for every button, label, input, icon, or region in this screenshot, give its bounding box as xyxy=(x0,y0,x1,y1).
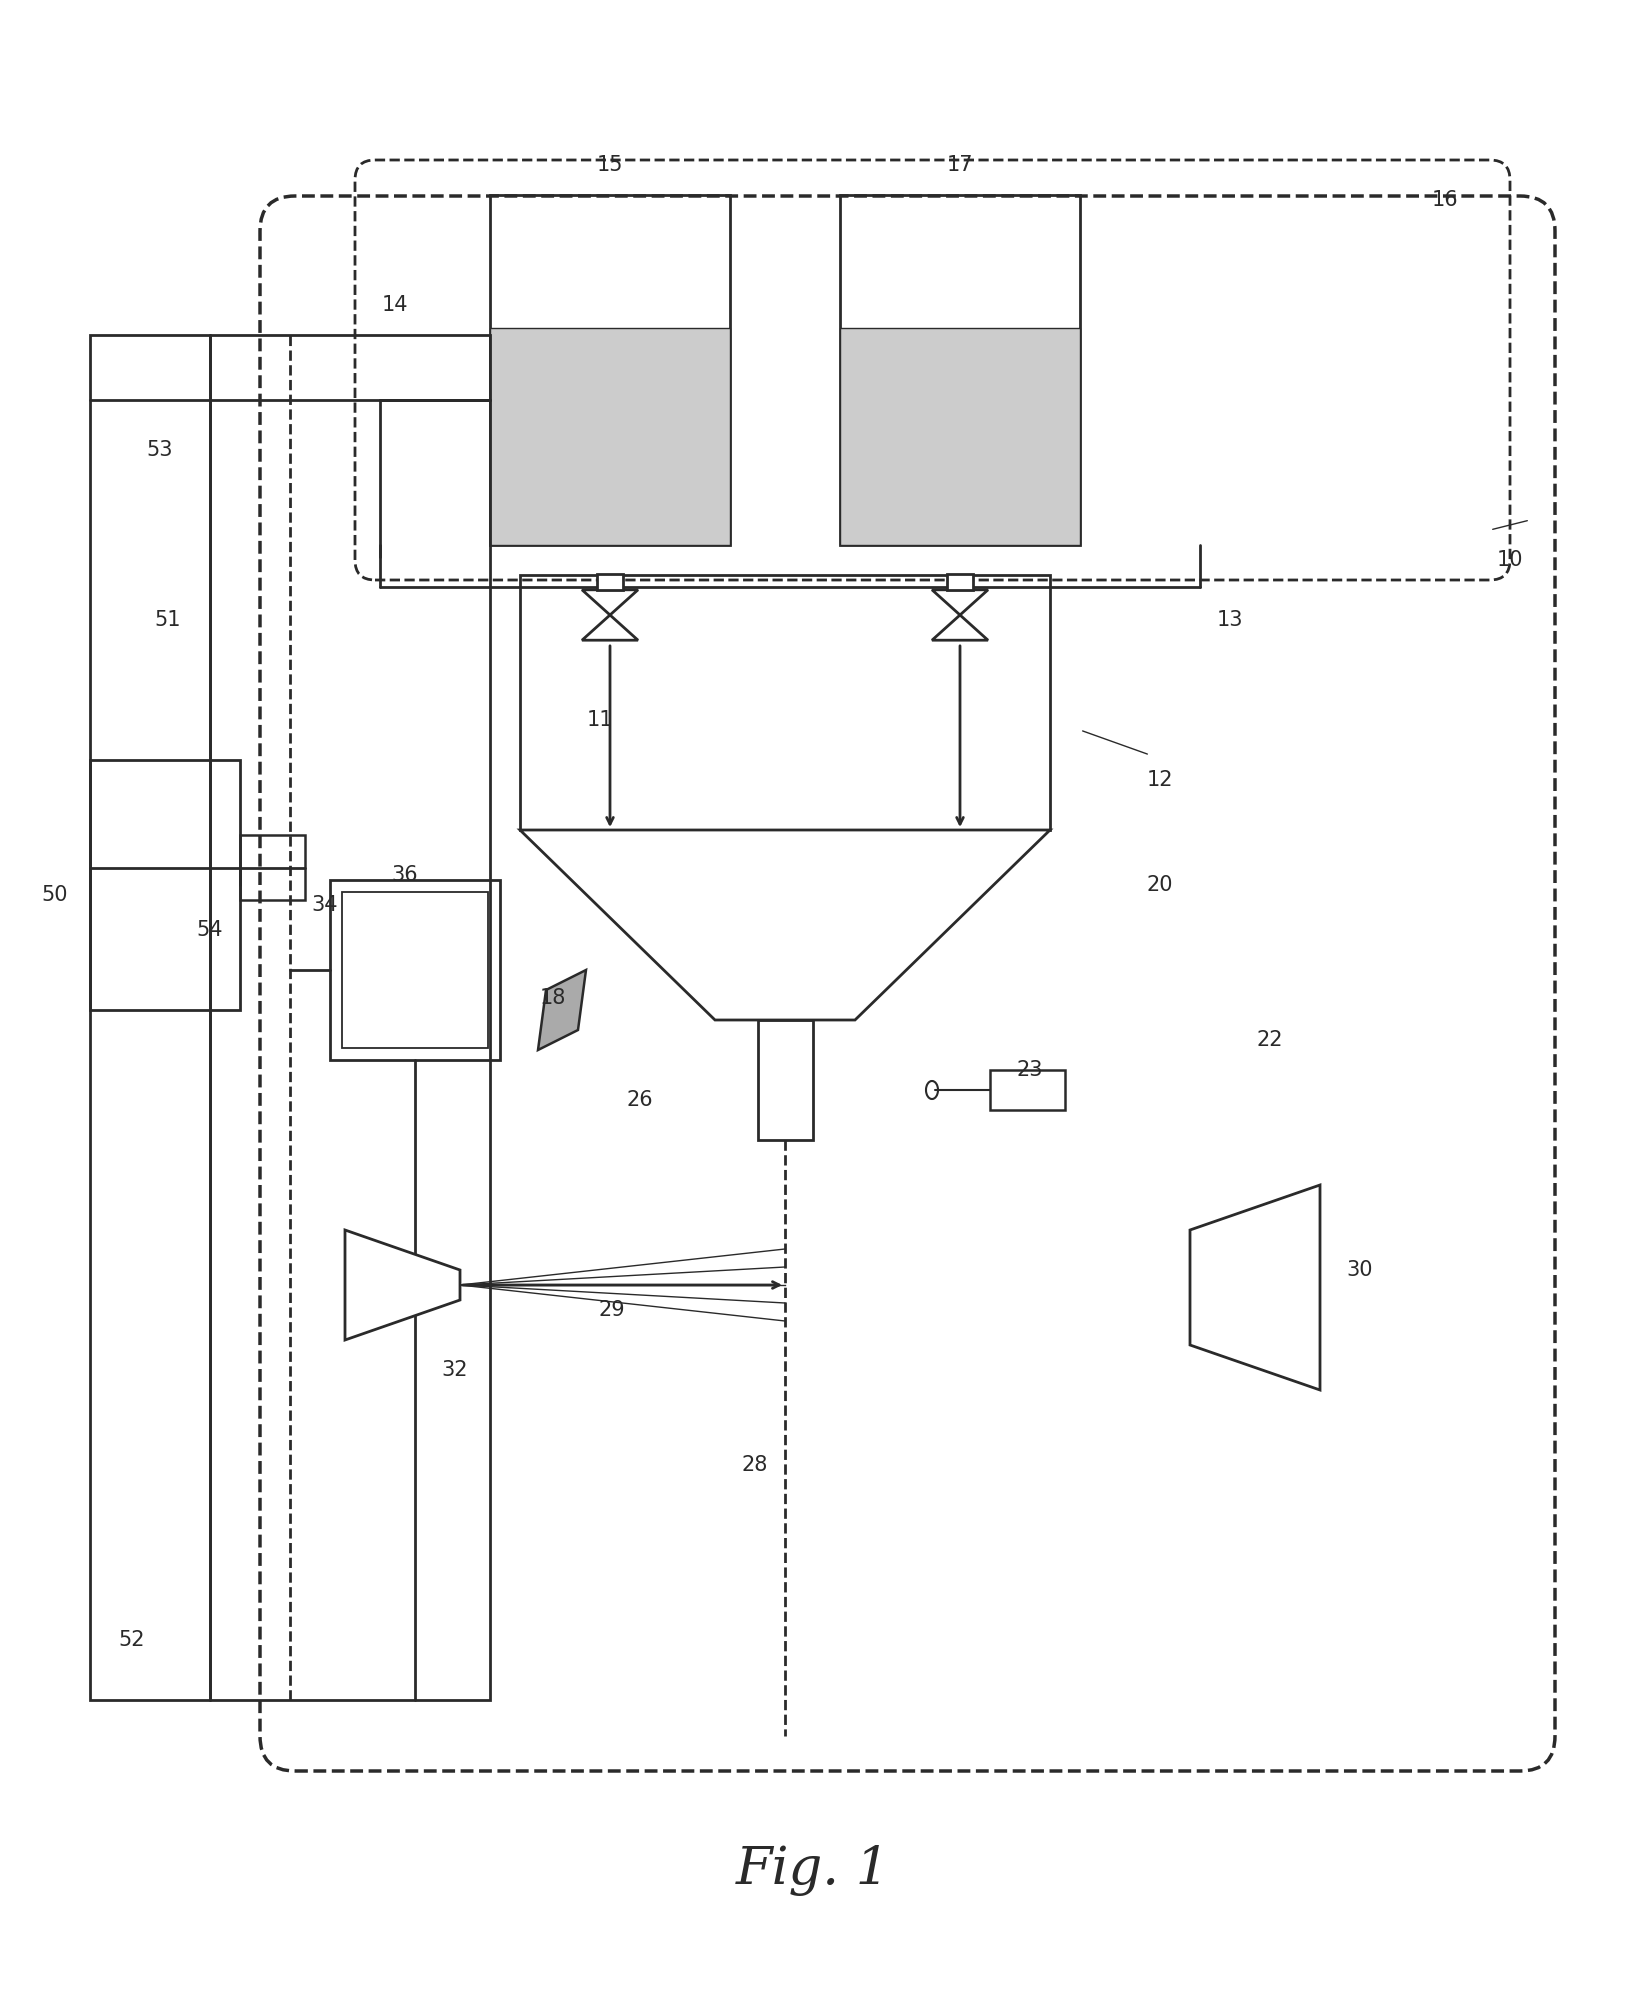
Text: 22: 22 xyxy=(1256,1029,1284,1049)
Text: 29: 29 xyxy=(599,1300,625,1320)
Text: 23: 23 xyxy=(1017,1059,1043,1079)
Text: 12: 12 xyxy=(1147,771,1173,790)
Text: 20: 20 xyxy=(1147,874,1173,896)
Text: 26: 26 xyxy=(626,1089,654,1111)
Text: 54: 54 xyxy=(197,920,223,940)
Text: 15: 15 xyxy=(597,155,623,175)
Polygon shape xyxy=(932,589,988,615)
Text: 32: 32 xyxy=(443,1360,469,1380)
Text: Fig. 1: Fig. 1 xyxy=(735,1846,890,1897)
Text: 18: 18 xyxy=(540,988,566,1007)
Polygon shape xyxy=(597,573,623,589)
Text: 13: 13 xyxy=(1217,609,1243,629)
Polygon shape xyxy=(539,970,586,1049)
Text: 10: 10 xyxy=(1497,550,1523,569)
Polygon shape xyxy=(490,329,731,546)
Text: 53: 53 xyxy=(146,440,172,460)
Text: 14: 14 xyxy=(382,295,408,315)
Text: 34: 34 xyxy=(312,896,338,916)
Text: 17: 17 xyxy=(947,155,973,175)
Text: 11: 11 xyxy=(587,711,613,731)
Text: 36: 36 xyxy=(392,864,418,886)
Polygon shape xyxy=(840,329,1080,546)
Polygon shape xyxy=(345,1230,460,1340)
Polygon shape xyxy=(1189,1185,1319,1390)
Text: 16: 16 xyxy=(1432,189,1458,209)
Polygon shape xyxy=(582,615,638,641)
Text: 51: 51 xyxy=(155,609,181,629)
Text: 52: 52 xyxy=(119,1631,145,1651)
Text: 30: 30 xyxy=(1347,1260,1373,1280)
Polygon shape xyxy=(947,573,973,589)
Polygon shape xyxy=(582,589,638,615)
Polygon shape xyxy=(521,830,1049,1019)
Text: 28: 28 xyxy=(742,1455,768,1475)
Polygon shape xyxy=(932,615,988,641)
Text: 50: 50 xyxy=(42,886,68,906)
